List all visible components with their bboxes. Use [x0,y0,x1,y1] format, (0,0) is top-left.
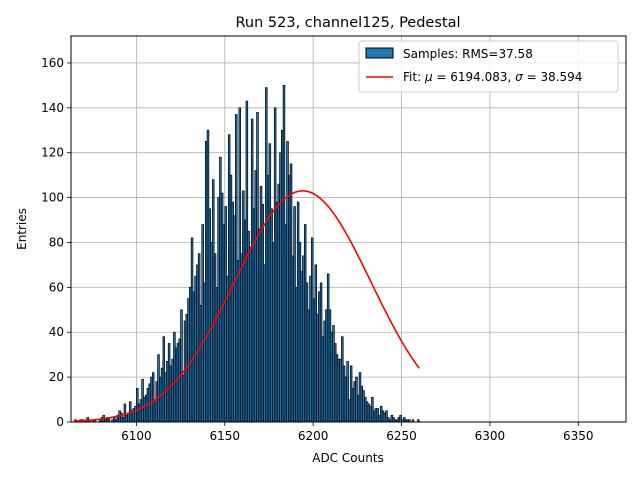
y-tick-label: 0 [56,415,64,429]
x-axis-label: ADC Counts [312,451,384,465]
legend-fit-mu-value: = 6194.083, [433,70,516,84]
x-tick-label: 6300 [475,429,506,443]
axes-frame [70,35,627,423]
x-tick-label: 6250 [386,429,417,443]
legend-fit-sigma-symbol: σ [515,70,523,84]
x-axis-ticks: 6100 6150 6200 6250 6300 6350 [121,422,594,443]
y-tick-label: 80 [49,235,64,249]
legend-fit-sigma-value: = 38.594 [523,70,583,84]
y-tick-label: 140 [41,101,64,115]
legend-samples-patch [365,47,394,59]
x-tick-label: 6350 [563,429,594,443]
y-axis-label: Entries [15,208,29,250]
legend-samples-value: 37.58 [498,47,532,61]
y-tick-label: 160 [41,56,64,70]
y-tick-label: 120 [41,146,64,160]
legend-fit-label: Fit: μ = 6194.083, σ = 38.594 [403,70,582,84]
legend-fit-prefix: Fit: [403,70,425,84]
legend: Samples: RMS=37.58 Fit: μ = 6194.083, σ … [358,40,619,93]
legend-box [358,40,619,93]
x-tick-label: 6150 [210,429,241,443]
y-tick-label: 40 [49,325,64,339]
y-tick-label: 20 [49,370,64,384]
chart-title: Run 523, channel125, Pedestal [235,15,460,31]
legend-samples-label: Samples: RMS=37.58 [403,47,533,61]
fit-curve [74,190,420,422]
y-tick-label: 60 [49,280,64,294]
x-tick-label: 6200 [298,429,329,443]
legend-samples-text: Samples: RMS= [403,47,498,61]
y-tick-label: 100 [41,191,64,205]
legend-fit-mu-symbol: μ [424,70,433,84]
y-axis-ticks: 0 20 40 60 80 100 120 140 160 [41,56,71,429]
x-tick-label: 6100 [121,429,152,443]
